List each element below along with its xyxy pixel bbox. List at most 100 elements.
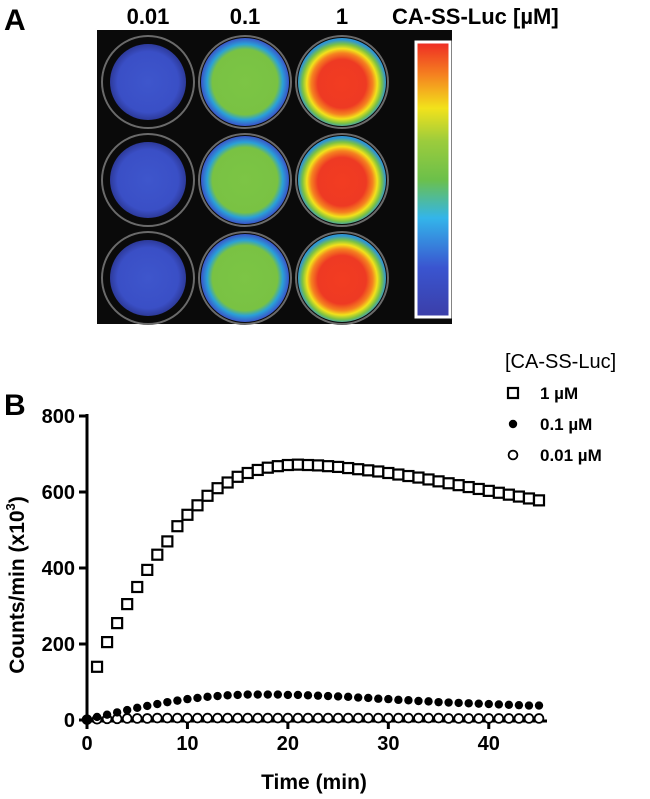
well-rim <box>101 35 195 129</box>
x-tick-label: 20 <box>277 733 299 755</box>
y-axis-label: Counts/min (x103) <box>3 496 29 674</box>
well-rim <box>198 231 292 325</box>
colorbar-tick-1e3-base: 10 <box>455 120 478 143</box>
point-0-1-M <box>82 715 92 724</box>
point-0-01-M <box>141 713 153 724</box>
point-0-01-M <box>182 712 193 724</box>
y-tick-label: 800 <box>42 406 75 428</box>
well-rim <box>295 133 389 227</box>
point-0-1-M <box>143 701 152 711</box>
point-0-1-M <box>444 698 453 707</box>
colorbar-tick-1e2-base: 10 <box>455 232 478 255</box>
point-0-01-M <box>162 712 173 724</box>
well-grid <box>101 35 389 325</box>
point-1-M <box>412 471 425 484</box>
point-0-01-M <box>302 712 314 724</box>
colorbar-tick-1e3-exp: 3 <box>478 116 485 131</box>
x-tick-label: 0 <box>81 733 92 755</box>
point-0-1-M <box>92 712 102 722</box>
point-0-1-M <box>494 700 504 709</box>
legend-label: 1 µM <box>540 384 578 403</box>
point-0-1-M <box>303 691 313 700</box>
y-axis-label-main: Counts/min (x10 <box>6 510 29 673</box>
well-signal <box>298 38 386 126</box>
point-1-M <box>121 597 134 611</box>
point-0-01-M <box>393 712 404 724</box>
point-0-1-M <box>464 699 473 708</box>
point-0-01-M <box>282 712 294 724</box>
point-0-01-M <box>403 712 414 724</box>
point-0-1-M <box>233 690 242 700</box>
well-rim <box>198 35 292 129</box>
point-0-1-M <box>243 690 252 699</box>
panel-b-label: B <box>4 389 26 422</box>
legend-title: [CA-SS-Luc] <box>505 351 616 373</box>
point-1-M <box>211 482 224 495</box>
point-1-M <box>221 476 234 489</box>
point-0-1-M <box>333 692 343 701</box>
point-0-1-M <box>102 710 112 719</box>
point-0-01-M <box>212 712 223 724</box>
point-0-01-M <box>453 713 464 724</box>
point-1-M <box>321 460 335 473</box>
point-0-1-M <box>293 690 303 700</box>
well-rim <box>295 231 389 325</box>
point-0-1-M <box>504 700 514 709</box>
well-signal <box>298 234 386 322</box>
point-0-1-M <box>193 693 202 703</box>
colorbar-tick-1e2: 102 <box>455 228 486 255</box>
point-0-1-M <box>374 694 383 703</box>
well-rim <box>295 35 389 129</box>
point-1-M <box>472 482 485 496</box>
plot-area: 0 200 400 600 800 0 10 20 30 40 <box>42 406 547 755</box>
point-1-M <box>532 494 546 507</box>
well-signal <box>110 44 186 120</box>
point-0-01-M <box>362 712 374 724</box>
point-1-M <box>100 635 114 649</box>
point-0-01-M <box>352 712 364 724</box>
well-rim <box>101 231 195 325</box>
point-1-M <box>462 480 475 494</box>
point-0-1-M <box>474 699 483 708</box>
x-axis-label: Time (min) <box>261 771 367 794</box>
y-tick-label: 200 <box>42 634 75 656</box>
point-0-01-M <box>252 712 264 724</box>
point-0-1-M <box>323 691 333 701</box>
point-1-M <box>131 580 144 594</box>
point-1-M <box>372 465 385 478</box>
point-0-1-M <box>133 703 142 713</box>
point-1-M <box>171 520 184 533</box>
column-label-0.01: 0.01 <box>127 4 170 29</box>
legend-label: 0.01 µM <box>540 446 602 465</box>
legend-label: 0.1 µM <box>540 415 592 434</box>
colorbar-tick-4e1: 4x101 <box>455 291 494 310</box>
point-0-1-M <box>524 701 534 710</box>
point-0-1-M <box>414 696 423 706</box>
point-0-01-M <box>272 712 284 724</box>
point-0-01-M <box>332 712 344 724</box>
data-marks <box>81 458 546 725</box>
point-0-1-M <box>313 691 323 700</box>
legend: 1 µM 0.1 µM 0.01 µM <box>506 384 602 465</box>
point-0-1-M <box>394 695 403 705</box>
y-tick-label: 0 <box>64 710 75 732</box>
point-0-1-M <box>454 698 463 708</box>
point-1-M <box>442 477 455 490</box>
well-signal <box>110 142 186 218</box>
point-0-01-M <box>322 712 334 724</box>
point-0-1-M <box>384 694 393 704</box>
point-0-1-M <box>263 690 272 699</box>
point-1-M <box>311 459 325 472</box>
point-0-1-M <box>484 699 493 709</box>
point-0-1-M <box>283 690 293 700</box>
point-0-01-M <box>503 713 515 724</box>
colorbar-tick-4e1-exp: 1 <box>488 291 494 302</box>
point-1-M <box>151 548 164 561</box>
point-0-01-M <box>443 713 454 724</box>
point-0-1-M <box>514 700 524 710</box>
point-1-M <box>281 458 294 472</box>
point-0-1-M <box>424 697 433 706</box>
point-1-M <box>191 499 204 512</box>
point-0-01-M <box>372 712 384 724</box>
